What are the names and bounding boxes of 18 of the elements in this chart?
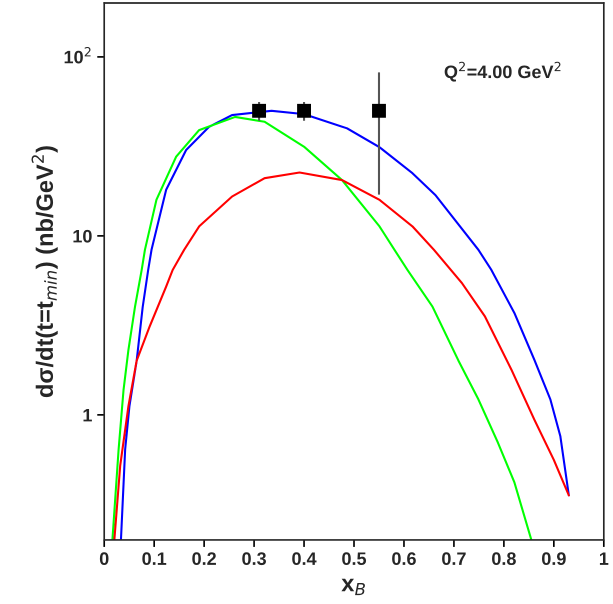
x-tick-label: 0.1 bbox=[142, 552, 166, 566]
x-tick-label: 0 bbox=[100, 552, 108, 566]
y-axis-title: dσ/dt(t=t$_{min}$) (nb/GeV$^{2}$) bbox=[32, 146, 58, 398]
x-axis-title: x$_{B}$ bbox=[341, 578, 365, 596]
x-tick-label: 0.8 bbox=[492, 552, 516, 566]
y-tick-label: 1 bbox=[84, 408, 92, 422]
x-tick-label: 0.6 bbox=[392, 552, 416, 566]
y-tick-label: 10$^{2}$ bbox=[64, 47, 91, 64]
x-tick-label: 0.3 bbox=[242, 552, 266, 566]
line-series bbox=[113, 171, 570, 540]
y-tick-label: 10 bbox=[73, 230, 92, 243]
x-tick-label: 1 bbox=[600, 552, 608, 565]
x-tick-label: 0.2 bbox=[192, 552, 216, 566]
x-tick-label: 0.7 bbox=[442, 552, 466, 566]
x-tick-label: 0.5 bbox=[342, 552, 366, 566]
x-tick-label: 0.9 bbox=[542, 552, 566, 566]
annotation: Q$^{2}$=4.00 GeV$^{2}$ bbox=[444, 62, 560, 82]
x-tick-label: 0.4 bbox=[292, 552, 316, 566]
